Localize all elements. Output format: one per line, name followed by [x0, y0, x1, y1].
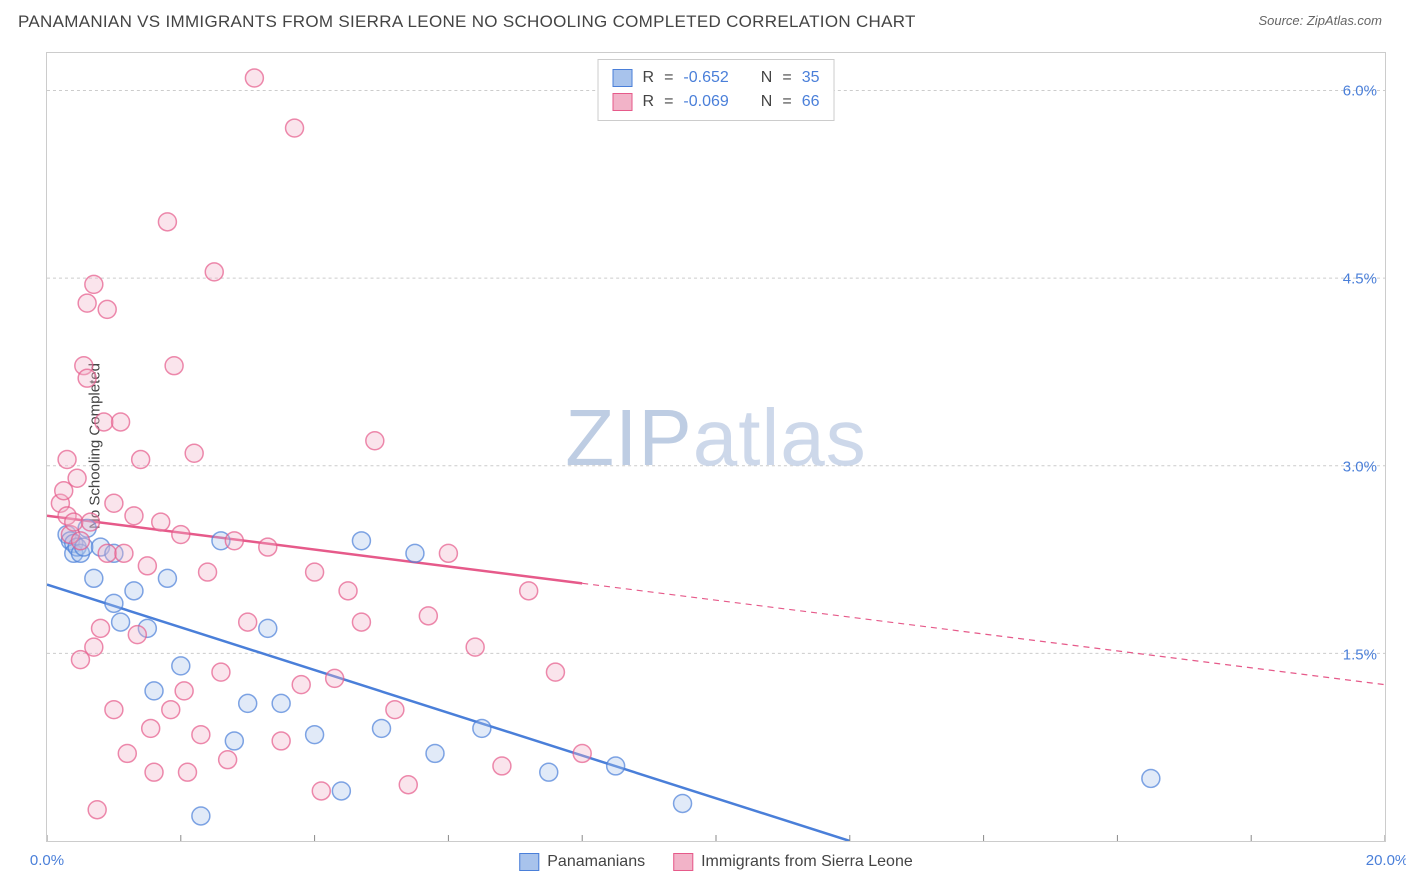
- n-label-0: N: [761, 66, 773, 90]
- r-label-0: R: [643, 66, 655, 90]
- stats-row-1: R = -0.069 N = 66: [613, 90, 820, 114]
- r-val-1: -0.069: [683, 90, 728, 114]
- y-tick-label: 4.5%: [1343, 270, 1377, 287]
- y-tick-label: 1.5%: [1343, 646, 1377, 663]
- x-tick-label: 0.0%: [30, 852, 64, 869]
- source: Source: ZipAtlas.com: [1258, 12, 1382, 30]
- legend-label-0: Panamanians: [547, 853, 645, 871]
- r-val-0: -0.652: [683, 66, 728, 90]
- source-name: ZipAtlas.com: [1307, 13, 1382, 28]
- r-label-1: R: [643, 90, 655, 114]
- eq-1a: =: [664, 90, 673, 114]
- legend-swatch-0: [519, 853, 539, 871]
- eq-0a: =: [664, 66, 673, 90]
- chart-title: PANAMANIAN VS IMMIGRANTS FROM SIERRA LEO…: [18, 12, 916, 32]
- legend-item-0: Panamanians: [519, 853, 645, 871]
- eq-0b: =: [782, 66, 791, 90]
- stats-legend: R = -0.652 N = 35 R = -0.069 N = 66: [598, 59, 835, 121]
- chart-svg: [47, 53, 1385, 841]
- chart-area: ZIPatlas R = -0.652 N = 35 R = -0.069 N …: [46, 52, 1386, 842]
- series-legend: Panamanians Immigrants from Sierra Leone: [519, 853, 912, 871]
- x-tick-label: 20.0%: [1366, 852, 1406, 869]
- swatch-0: [613, 69, 633, 87]
- legend-item-1: Immigrants from Sierra Leone: [673, 853, 913, 871]
- stats-row-0: R = -0.652 N = 35: [613, 66, 820, 90]
- legend-label-1: Immigrants from Sierra Leone: [701, 853, 913, 871]
- source-label: Source:: [1258, 13, 1306, 28]
- y-tick-label: 6.0%: [1343, 82, 1377, 99]
- y-tick-label: 3.0%: [1343, 458, 1377, 475]
- n-label-1: N: [761, 90, 773, 114]
- eq-1b: =: [782, 90, 791, 114]
- n-val-1: 66: [802, 90, 820, 114]
- legend-swatch-1: [673, 853, 693, 871]
- n-val-0: 35: [802, 66, 820, 90]
- swatch-1: [613, 93, 633, 111]
